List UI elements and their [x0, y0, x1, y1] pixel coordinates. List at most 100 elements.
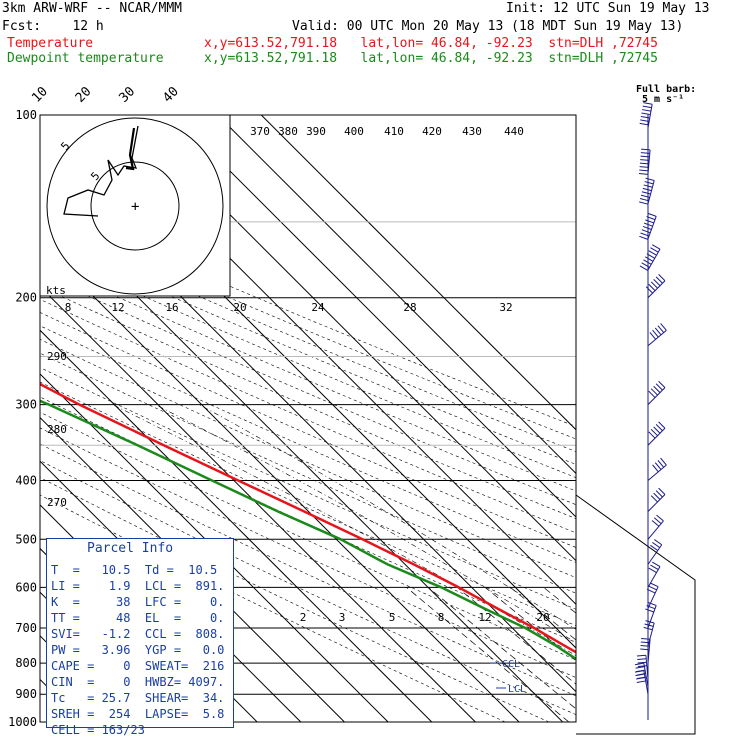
wind-barb	[647, 605, 657, 629]
wind-barb-feather	[639, 197, 649, 202]
wind-barb	[647, 586, 659, 609]
wind-barb-feather	[657, 460, 665, 468]
wind-barb-feather	[654, 462, 662, 470]
pressure-tick-label: 700	[15, 621, 37, 635]
mixing-ratio-label: 32	[499, 301, 512, 314]
hodograph-ring	[46, 117, 224, 295]
theta-label-top: 410	[384, 125, 404, 138]
wind-barb-feather	[650, 247, 659, 253]
wind-barb-feather	[658, 274, 666, 282]
wind-barb-feather	[645, 608, 654, 613]
wind-barb-feather	[643, 259, 652, 265]
wind-barb-feather	[653, 278, 661, 287]
wind-barb-feather	[640, 648, 650, 651]
init-time: Init: 12 UTC Sun 19 May 13	[506, 1, 710, 16]
parcel-row: K = 38 LFC = 0.	[51, 595, 225, 609]
dry-adiabat-line	[40, 367, 576, 610]
dry-adiabat-line	[40, 352, 576, 594]
wind-barb	[647, 216, 657, 240]
wind-barb-feather	[639, 201, 649, 205]
wind-barb-feather	[644, 181, 654, 185]
mixing-ratio-label: 12	[111, 301, 124, 314]
wind-barb-feather	[651, 561, 661, 567]
mixing-ratio-label: 20	[536, 611, 549, 624]
isotherm-line	[173, 115, 576, 518]
wind-barb	[647, 427, 666, 446]
dry-adiabat-line	[40, 396, 576, 643]
isotherm-line	[40, 373, 389, 722]
wind-barb-feather	[646, 588, 656, 594]
hodograph-origin: +	[131, 199, 139, 215]
wind-barb-feather	[658, 487, 666, 495]
wind-barb-feather	[638, 173, 648, 175]
temperature-trace	[40, 382, 576, 654]
isotherm-label: 10	[29, 84, 51, 106]
wind-barb-feather	[653, 492, 661, 500]
isotherm-label: 30	[117, 84, 139, 106]
wind-barb-feather	[640, 152, 650, 154]
wind-barb-feather	[655, 276, 663, 284]
wind-barb-feather	[639, 166, 649, 168]
wind-barb-feather	[634, 670, 644, 673]
wind-barb-feather	[640, 115, 650, 119]
mixing-ratio-line	[484, 587, 576, 662]
wind-barb-feather	[640, 194, 650, 198]
theta-label-left: 290	[47, 350, 67, 363]
dewpoint-trace	[40, 399, 576, 661]
pressure-tick-label: 900	[15, 687, 37, 701]
parcel-row: Tc = 25.7 SHEAR= 34.	[51, 691, 225, 705]
parcel-row: T = 10.5 Td = 10.5	[51, 563, 218, 577]
hodograph-ring	[90, 161, 180, 251]
wind-barb-feather	[653, 517, 662, 524]
wind-barb-feather	[653, 426, 661, 434]
wind-barb-feather	[640, 155, 650, 158]
theta-label-top: 420	[422, 125, 442, 138]
wind-barb-feather	[655, 383, 663, 391]
wind-barb-feather	[639, 265, 648, 271]
forecast-hour: Fcst: 12 h	[2, 19, 104, 34]
theta-label-top: 400	[344, 125, 364, 138]
mixing-ratio-label: 8	[438, 611, 445, 624]
lcl-marker: LCL	[508, 684, 526, 695]
wind-barb-feather	[642, 225, 652, 230]
theta-label-top: 440	[504, 125, 524, 138]
wind-barb-feather	[637, 665, 647, 667]
isotherm-line	[129, 115, 576, 562]
wind-barb-feather	[648, 431, 656, 439]
wind-barb-feather	[651, 520, 660, 527]
plot-frame	[39, 114, 577, 723]
wind-barb-feather	[641, 637, 651, 640]
wind-barb-feather	[644, 623, 654, 627]
wind-barb-feather	[637, 661, 647, 664]
wind-barb-feather	[636, 676, 646, 680]
wind-barb-feather	[650, 495, 658, 503]
pressure-tick-label: 600	[15, 580, 37, 594]
mixing-ratio-label: 2	[300, 611, 307, 624]
mixing-ratio-label: 24	[311, 301, 325, 314]
pressure-tick-label: 100	[15, 108, 37, 122]
wind-barb-feather	[648, 250, 657, 256]
pressure-tick-label: 800	[15, 656, 37, 670]
wind-barb-feather	[643, 184, 653, 188]
wind-barb-feather	[648, 585, 657, 591]
wind-barb-feather	[639, 235, 648, 240]
wind-barb-feather	[643, 626, 653, 631]
mixing-ratio-label: 3	[339, 611, 346, 624]
parcel-row: PW = 3.96 YGP = 0.0	[51, 643, 225, 657]
dry-adiabat-line	[40, 381, 576, 627]
isotherm-line	[40, 242, 520, 722]
ccl-marker: CCL	[502, 659, 520, 670]
wind-barb	[647, 280, 666, 299]
theta-label-left: 280	[47, 423, 67, 436]
wind-barb-feather	[658, 380, 666, 388]
wind-barb-feather	[646, 605, 656, 610]
wind-barb-feather	[640, 232, 650, 237]
wind-barb-feather	[650, 428, 658, 437]
mixing-ratio-label: 5	[389, 611, 396, 624]
wind-barb-feather	[643, 222, 653, 227]
wind-barb-feather	[648, 567, 657, 574]
wind-barb-feather	[641, 191, 651, 195]
dry-adiabat-line	[40, 477, 550, 722]
theta-label-left: 270	[47, 496, 67, 509]
